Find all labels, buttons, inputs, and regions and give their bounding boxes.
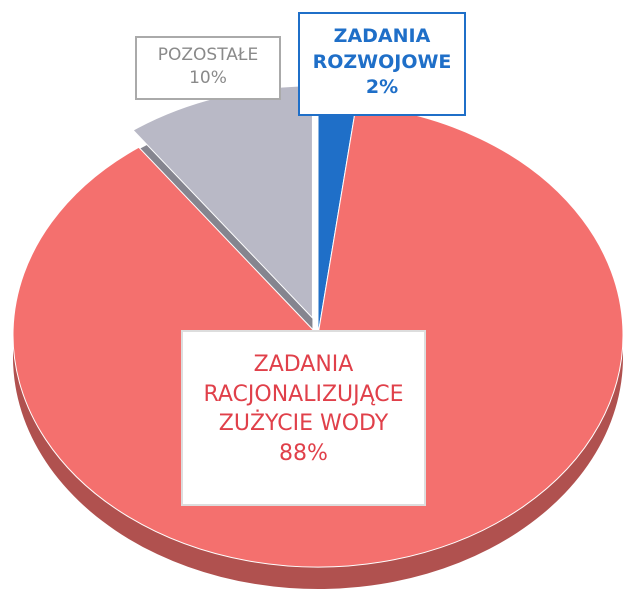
data-label: POZOSTAŁE 10% (135, 36, 281, 100)
value-label: 2% (365, 76, 399, 99)
value-label: 88% (279, 441, 328, 467)
category-label: POZOSTAŁE (157, 45, 259, 65)
category-label: ZADANIA RACJONALIZUJĄCE ZUŻYCIE WODY (203, 352, 404, 437)
category-label: ZADANIA ROZWOJOWE (312, 25, 452, 73)
data-label: ZADANIA ROZWOJOWE 2% (298, 12, 466, 116)
value-label: 10% (189, 67, 227, 88)
data-label: ZADANIA RACJONALIZUJĄCE ZUŻYCIE WODY 88% (181, 330, 426, 506)
